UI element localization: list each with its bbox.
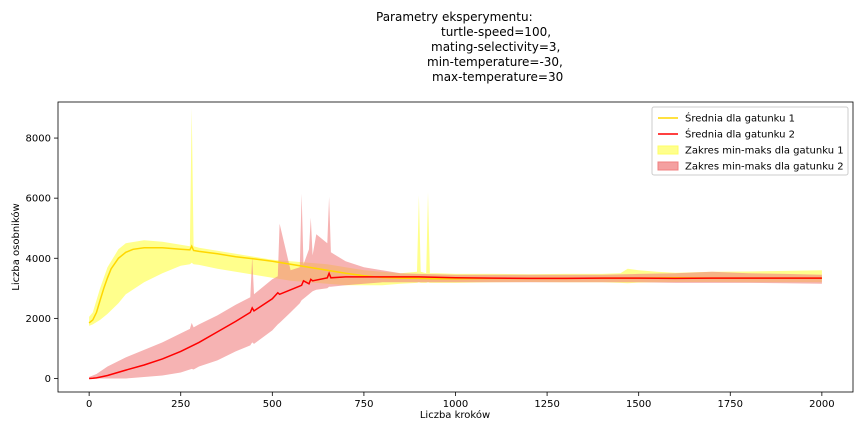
x-axis-label: Liczba kroków — [420, 409, 490, 421]
range-band-species-2 — [89, 193, 822, 379]
legend: Średnia dla gatunku 1 Średnia dla gatunku… — [651, 106, 849, 176]
title-line-2: turtle-speed=100, — [441, 25, 551, 39]
chart-title: Parametry eksperymentu: turtle-speed=100… — [376, 10, 563, 84]
x-tick-label: 1750 — [718, 399, 743, 410]
title-line-5: max-temperature=30 — [432, 70, 563, 84]
x-axis: 0 250 500 750 1000 1250 1500 1750 2000 — [86, 392, 835, 410]
x-tick-label: 0 — [86, 399, 92, 410]
legend-swatch-patch — [657, 161, 679, 171]
title-line-4: min-temperature=-30, — [427, 55, 563, 69]
legend-swatch-patch — [657, 145, 679, 155]
legend-label: Średnia dla gatunku 2 — [685, 128, 795, 141]
x-tick-label: 500 — [263, 399, 282, 410]
legend-label: Zakres min-maks dla gatunku 2 — [685, 162, 844, 173]
plot-area — [88, 108, 822, 380]
y-tick-label: 6000 — [26, 194, 51, 205]
y-axis-label: Liczba osobników — [10, 203, 22, 290]
y-axis: 0 2000 4000 6000 8000 — [26, 134, 58, 385]
legend-label: Średnia dla gatunku 1 — [685, 112, 795, 125]
y-tick-label: 8000 — [26, 134, 51, 145]
range-band-species-1 — [89, 108, 822, 326]
x-tick-label: 1500 — [626, 399, 651, 410]
x-tick-label: 1250 — [534, 399, 559, 410]
y-tick-label: 4000 — [26, 254, 51, 265]
y-tick-label: 2000 — [26, 314, 51, 325]
x-tick-label: 1000 — [443, 399, 468, 410]
x-tick-label: 750 — [354, 399, 373, 410]
y-tick-label: 0 — [45, 374, 51, 385]
x-tick-label: 250 — [171, 399, 190, 410]
title-line-3: mating-selectivity=3, — [431, 40, 560, 54]
title-line-1: Parametry eksperymentu: — [376, 10, 533, 24]
legend-label: Zakres min-maks dla gatunku 1 — [685, 146, 844, 157]
mean-line-species-2 — [89, 271, 822, 380]
legend-box — [651, 106, 849, 176]
x-tick-label: 2000 — [809, 399, 834, 410]
